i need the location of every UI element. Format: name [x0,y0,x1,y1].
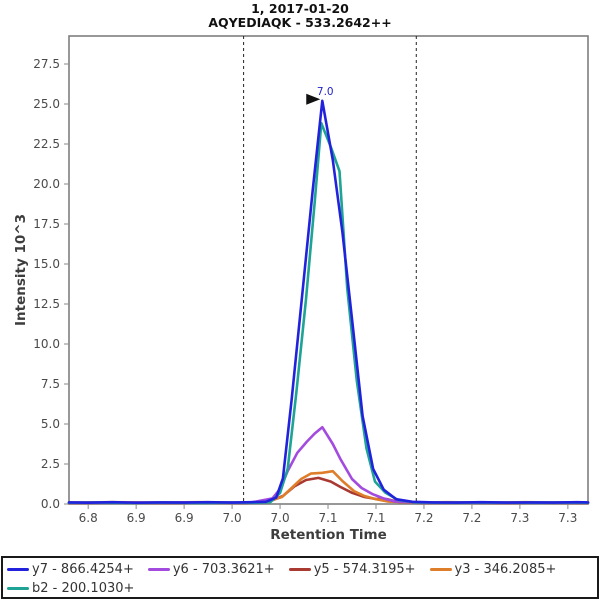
chart-title-peptide: AQYEDIAQK - 533.2642++ [208,15,392,31]
y-tick-label: 5.0 [41,417,60,431]
x-tick-label: 7.1 [318,511,337,525]
chart-title-block: 1, 2017-01-20 AQYEDIAQK - 533.2642++ [0,1,600,31]
legend-swatch-b2-icon [7,587,29,590]
series-y6 [67,425,590,505]
y-tick-label: 2.5 [41,457,60,471]
x-tick-label: 6.9 [175,511,194,525]
legend-item-b2: b2 - 200.1030+ [7,581,134,596]
x-tick-label: 7.1 [366,511,385,525]
x-tick-label: 6.9 [127,511,146,525]
series-y7 [67,99,590,505]
y-tick-label: 17.5 [33,217,60,231]
peak-rt-annotation[interactable]: 7.0 [317,86,334,98]
legend-row-2: b2 - 200.1030+ [7,579,593,598]
legend-item-y3: y3 - 346.2085+ [429,562,557,577]
x-tick-label: 7.3 [510,511,529,525]
chart-title-replicate: 1, 2017-01-20 [251,1,349,16]
x-tick-label: 7.0 [223,511,242,525]
legend-item-y7: y7 - 866.4254+ [7,562,134,577]
legend-swatch-y5-icon [288,568,311,571]
x-tick-label: 7.2 [462,511,481,525]
legend-label-y5: y5 - 574.3195+ [313,562,416,577]
y-tick-label: 25.0 [33,97,60,111]
series-y5 [67,476,590,505]
legend-swatch-y3-icon [429,568,452,571]
x-axis-label: Retention Time [270,527,387,543]
legend-swatch-y6-icon [147,568,170,571]
chromatogram-plot[interactable]: 6.8 6.9 6.9 7.0 7.0 7.1 7.1 7.2 7.2 7.3 7.3 0.0 2.5 5… [0,0,600,556]
x-tick-label: 6.8 [79,511,98,525]
legend-row-1: y7 - 866.4254+ y6 - 703.3621+ y5 - 574.319… [7,560,593,579]
legend-swatch-y7-icon [7,568,29,571]
y-tick-label: 12.5 [33,297,60,311]
legend-item-y6: y6 - 703.3621+ [147,562,275,577]
x-tick-label: 7.0 [271,511,290,525]
peak-pointer-arrow-icon [306,93,321,105]
series-b2 [67,121,590,505]
plot-frame [68,35,589,505]
y-tick-label: 20.0 [33,177,60,191]
y-tick-label: 22.5 [33,137,60,151]
y-tick-label: 15.0 [33,257,60,271]
x-tick-label: 7.3 [558,511,577,525]
series-y3 [67,469,590,504]
y-tick-label: 0.0 [41,497,60,511]
y-tick-label: 7.5 [41,377,60,391]
x-tick-label: 7.2 [414,511,433,525]
y-axis-label: Intensity 10^3 [13,214,29,326]
y-tick-label: 27.5 [33,57,60,71]
legend-box: y7 - 866.4254+ y6 - 703.3621+ y5 - 574.319… [1,556,599,599]
legend-label-y6: y6 - 703.3621+ [172,562,275,577]
y-tick-label: 10.0 [33,337,60,351]
legend-label-y3: y3 - 346.2085+ [454,562,557,577]
legend-label-y7: y7 - 866.4254+ [32,562,134,577]
legend-item-y5: y5 - 574.3195+ [288,562,416,577]
legend-label-b2: b2 - 200.1030+ [32,581,135,596]
